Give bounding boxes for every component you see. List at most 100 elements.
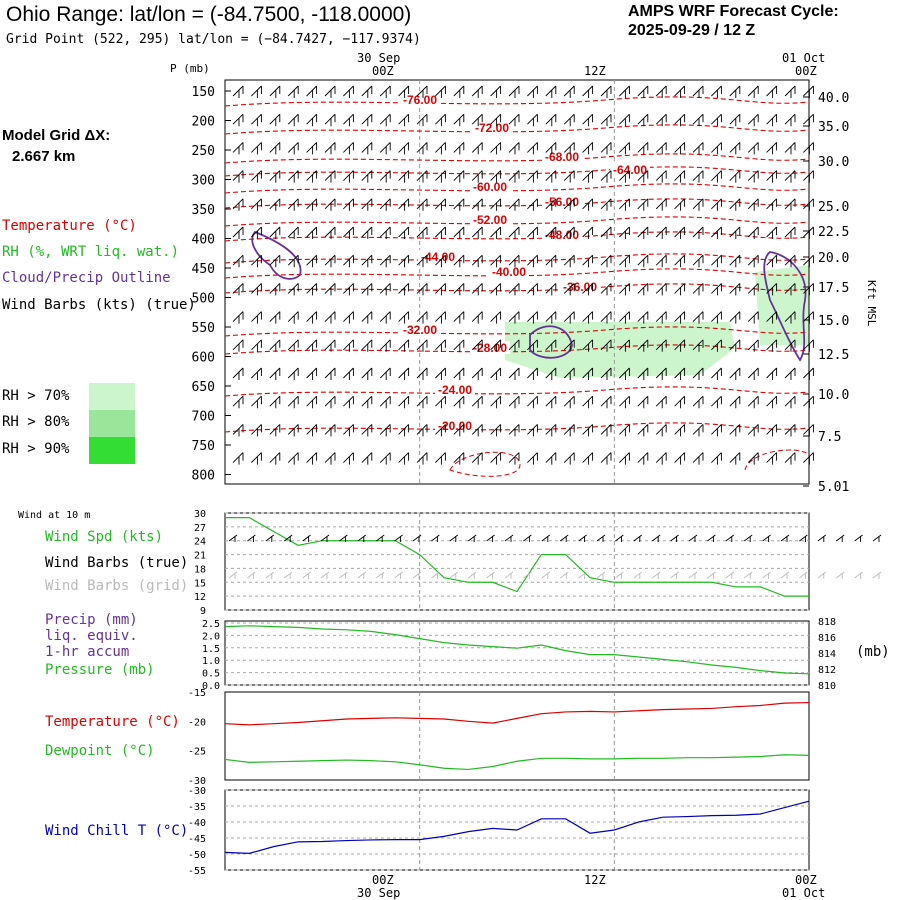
wind-barb <box>453 339 465 352</box>
legend-cloud: Cloud/Precip Outline <box>2 270 171 286</box>
temperature-contour <box>224 166 810 177</box>
wind-barb <box>361 170 373 183</box>
wind-barb <box>435 283 446 296</box>
wind-barb <box>306 283 318 296</box>
wind-barb <box>766 311 778 324</box>
temperature-contour <box>224 422 810 433</box>
wind-barb <box>453 226 465 239</box>
wind-barb <box>637 367 649 380</box>
wind-barb <box>343 395 354 409</box>
precip-tick-label: 2.0 <box>202 631 220 642</box>
wind-barb <box>379 339 391 352</box>
wind-barb <box>600 424 612 437</box>
wind-barb <box>232 311 244 324</box>
wind-barb <box>232 424 244 437</box>
wind-barb-grid <box>854 571 863 579</box>
wind-barb-true <box>541 534 551 542</box>
wind-barb <box>398 311 410 324</box>
wind-barb <box>545 113 557 127</box>
wind-barb <box>619 367 630 380</box>
wind-barb <box>582 424 594 437</box>
wind-barb <box>766 339 778 352</box>
wind-barb <box>398 85 410 98</box>
top-label-01oct: 01 Oct <box>782 51 826 65</box>
wind-barb <box>471 311 483 324</box>
pressure-tick-label: 700 <box>192 410 215 425</box>
wind-barb-grid <box>780 571 790 579</box>
temperature-contour <box>449 451 521 477</box>
wind-barb-grid <box>596 571 606 579</box>
wind-barb <box>287 311 299 324</box>
wind-barb <box>527 339 538 352</box>
wind-barb <box>343 254 354 268</box>
wind-speed-frame <box>224 512 810 611</box>
wind-speed-tick-label: 30 <box>194 509 206 520</box>
rh-shading-area <box>505 322 735 378</box>
wind-barb <box>711 113 722 127</box>
contour-label-bg <box>400 323 440 336</box>
wind-barb <box>343 85 354 98</box>
wind-barb <box>729 311 741 324</box>
wind-barb <box>343 113 354 127</box>
wind-chill-line <box>224 800 810 854</box>
wind-chill-tick-label: -40 <box>188 818 206 829</box>
wind-barb <box>324 424 336 437</box>
wind-barb-grid <box>578 571 587 579</box>
wind-barb <box>545 424 557 437</box>
wind-barb <box>619 142 630 155</box>
wind-barb-true <box>394 534 403 542</box>
wind-barb-grid <box>412 571 422 579</box>
wind-barb <box>269 142 281 155</box>
wind-barb <box>655 452 667 465</box>
temperature-contour <box>224 253 810 264</box>
wind-barb <box>416 254 428 268</box>
height-tick-label: 10.0 <box>818 388 849 403</box>
wind-barb <box>527 283 538 296</box>
wind-barb <box>582 254 594 268</box>
wind-barb <box>711 198 722 211</box>
wind-barb <box>619 198 630 211</box>
wind-barb <box>674 198 686 211</box>
wind-speed-tick-label: 9 <box>200 606 206 617</box>
wind-barb <box>619 170 630 183</box>
wind-barb <box>747 142 759 155</box>
wind-barb <box>637 311 649 324</box>
wind-barb-true <box>707 534 716 542</box>
wind-barb <box>674 339 686 352</box>
wind-barb <box>508 339 520 352</box>
wind-barb <box>766 170 778 183</box>
legend-rh: RH (%, WRT liq. wat.) <box>2 244 180 260</box>
wind-barb <box>582 113 594 127</box>
wind-barb <box>453 198 465 211</box>
wind-barb <box>729 424 741 437</box>
wind-barb <box>324 367 336 380</box>
wind-barb <box>600 254 612 268</box>
wind-barb <box>655 367 667 380</box>
wind-barb <box>803 452 814 465</box>
cloud-outline <box>763 251 807 362</box>
precip-tick-label: 2.5 <box>202 619 220 630</box>
precip-accum-label: 1-hr accum <box>45 644 130 660</box>
top-label-30sep: 30 Sep <box>357 51 401 65</box>
wind-barb <box>692 170 704 183</box>
wind-barb <box>545 395 557 409</box>
wind-barb <box>766 452 778 465</box>
wind-barb <box>269 170 281 183</box>
bottom-label-30sep: 30 Sep <box>357 886 401 900</box>
wind-barb <box>379 283 391 296</box>
top-label-12z: 12Z <box>584 64 606 78</box>
wind-barb <box>306 367 318 380</box>
precip-tick-label: 0.5 <box>202 669 220 680</box>
wind-barb <box>545 283 557 296</box>
height-tick-label: 35.0 <box>818 120 849 135</box>
wind-10m-label: Wind at 10 m <box>18 510 91 521</box>
wind-barb <box>729 395 741 409</box>
wind-barb-grid <box>504 571 514 579</box>
wind-barb <box>398 452 410 465</box>
wind-barb <box>747 452 759 465</box>
wind-barb <box>361 113 373 127</box>
wind-barb <box>251 113 262 127</box>
wind-barb <box>361 339 373 352</box>
wind-barb <box>416 113 428 127</box>
wind-barb <box>251 254 262 268</box>
